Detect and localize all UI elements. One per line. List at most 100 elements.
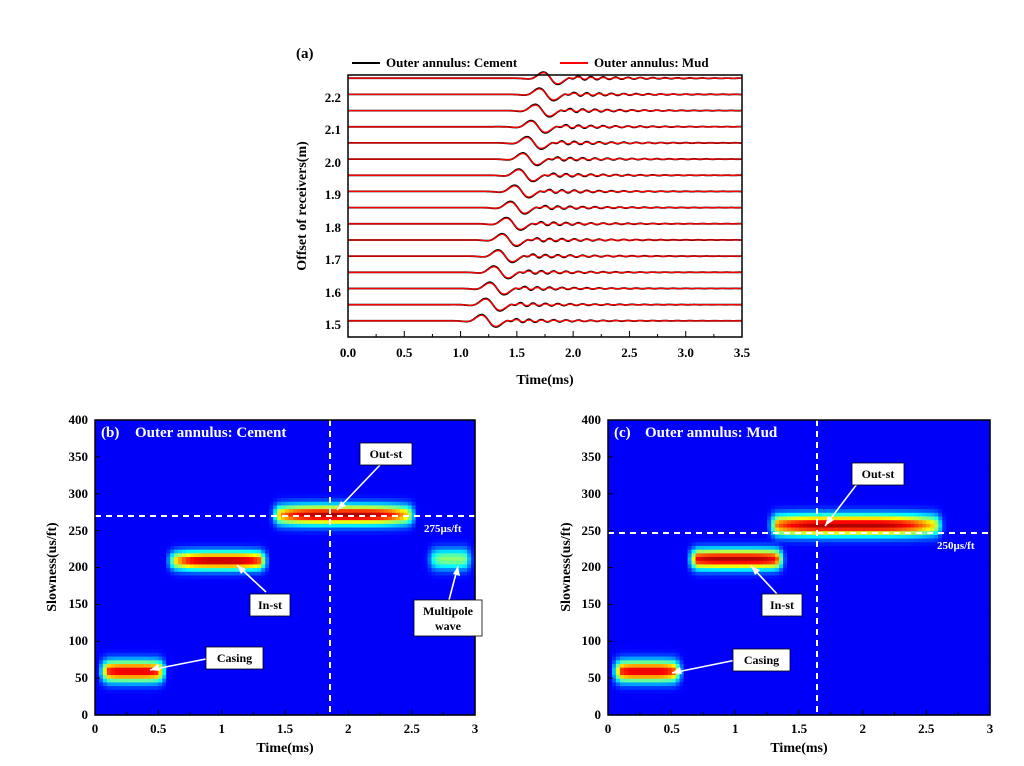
heat-cell <box>166 608 171 613</box>
heat-cell <box>304 571 310 576</box>
heat-cell <box>269 538 274 543</box>
heat-cell <box>324 449 330 454</box>
heat-cell <box>138 541 144 546</box>
heat-cell <box>288 442 294 447</box>
heat-cell <box>193 530 199 535</box>
heat-cell <box>292 626 298 631</box>
heat-cell <box>146 438 152 443</box>
heat-cell <box>320 674 326 679</box>
heat-cell <box>166 445 171 451</box>
heat-cell <box>154 427 159 432</box>
heat-cell <box>320 597 326 602</box>
heat-cell <box>110 545 116 550</box>
heat-cell <box>320 423 326 428</box>
heat-cell <box>304 515 310 521</box>
heat-cell <box>328 578 334 583</box>
heat-cell <box>174 467 179 473</box>
heat-cell <box>273 571 278 576</box>
heat-cell <box>241 508 247 513</box>
heat-cell <box>190 593 195 598</box>
heat-cell <box>186 567 191 572</box>
heat-cell <box>95 467 100 473</box>
heat-cell <box>95 681 100 687</box>
heat-cell <box>304 707 310 712</box>
heat-cell <box>300 608 306 613</box>
heat-cell <box>225 552 231 558</box>
heat-cell <box>281 692 286 698</box>
heat-cell <box>281 493 286 499</box>
heat-cell <box>190 545 195 550</box>
heat-cell <box>95 571 100 576</box>
heat-cell <box>300 571 306 576</box>
heat-cell <box>110 626 116 631</box>
heat-cell <box>134 703 140 709</box>
heat-cell <box>114 678 120 683</box>
heat-cell <box>324 689 330 694</box>
heat-cell <box>285 696 290 701</box>
heat-cell <box>146 431 152 436</box>
heat-cell <box>304 508 310 513</box>
heat-cell <box>265 711 270 716</box>
heat-cell <box>182 482 187 487</box>
heat-cell <box>328 449 334 454</box>
heat-cell <box>308 689 314 694</box>
heat-cell <box>304 578 310 583</box>
heat-cell <box>221 641 227 646</box>
heat-cell <box>241 593 247 598</box>
heat-cell <box>316 600 322 605</box>
heat-cell <box>134 667 140 672</box>
heat-cell <box>205 560 211 565</box>
heat-cell <box>269 678 274 683</box>
heat-cell <box>324 641 330 646</box>
heat-cell <box>328 711 334 716</box>
heat-cell <box>138 549 144 554</box>
heat-cell <box>233 423 239 428</box>
heat-cell <box>138 711 144 716</box>
heat-cell <box>312 445 318 451</box>
heat-cell <box>170 471 175 476</box>
heat-cell <box>261 556 266 561</box>
heat-cell <box>292 615 298 620</box>
heat-cell <box>225 427 231 432</box>
heat-cell <box>281 449 286 454</box>
trace-mud <box>348 249 742 263</box>
heat-cell <box>285 438 290 443</box>
heat-cell <box>138 619 144 624</box>
heat-cell <box>245 508 250 513</box>
heat-cell <box>190 619 195 624</box>
heat-cell <box>162 711 167 716</box>
heat-cell <box>197 541 203 546</box>
heat-cell <box>281 541 286 546</box>
heat-cell <box>110 456 116 462</box>
heat-cell <box>186 571 191 576</box>
heat-cell <box>154 515 159 521</box>
heat-cell <box>102 656 108 661</box>
heat-cell <box>324 423 330 428</box>
heat-cell <box>304 445 310 451</box>
heat-cell <box>296 626 302 631</box>
heat-cell <box>182 453 187 458</box>
heat-cell <box>154 644 159 650</box>
heat-cell <box>142 541 148 546</box>
heat-cell <box>332 541 338 546</box>
heat-cell <box>134 456 140 462</box>
heat-cell <box>273 490 278 495</box>
heat-cell <box>102 700 108 705</box>
heat-cell <box>138 637 144 642</box>
heat-cell <box>166 615 171 620</box>
heat-cell <box>118 585 124 591</box>
heat-cell <box>213 560 219 565</box>
heat-cell <box>190 674 195 679</box>
heat-cell <box>98 696 104 701</box>
heat-cell <box>308 519 314 524</box>
heat-cell <box>154 696 159 701</box>
heat-cell <box>304 641 310 646</box>
heat-cell <box>245 689 250 694</box>
heat-cell <box>193 504 199 510</box>
heat-cell <box>324 563 330 569</box>
heat-cell <box>138 659 144 664</box>
heat-cell <box>174 526 179 532</box>
heat-cell <box>186 608 191 613</box>
heat-cell <box>257 501 262 506</box>
heat-cell <box>320 526 326 532</box>
